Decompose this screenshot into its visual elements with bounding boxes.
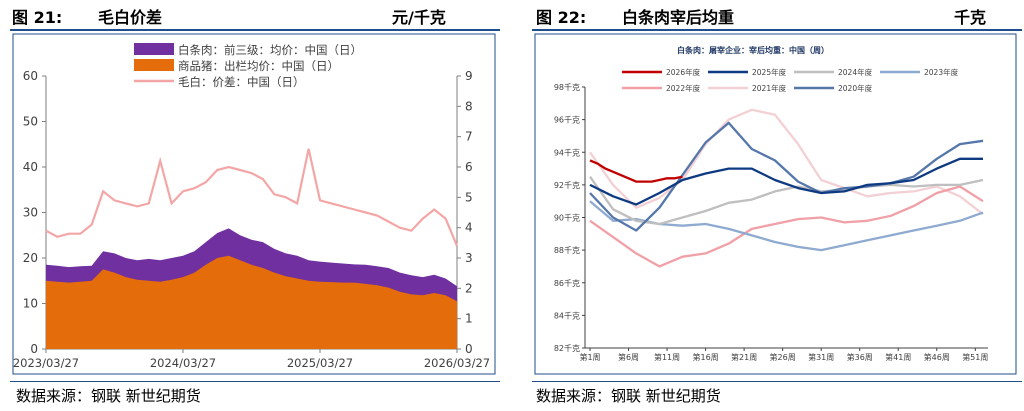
chart-subtitle: 白条肉：屠宰企业：宰后均重：中国（周） — [677, 45, 829, 55]
legend-label: 2023年度 — [924, 67, 959, 77]
y-tick-label: 94千克 — [554, 147, 580, 157]
y-tick-label-left: 50 — [23, 115, 38, 129]
chart-unit: 元/千克 — [392, 8, 446, 27]
figure-number: 图 22: — [536, 8, 587, 27]
legend-label: 2022年度 — [666, 83, 701, 93]
left-panel: 图 21: 毛白价差 元/千克 0 10 20 30 40 50 60 0 1 2 3 4 5 6 7 8 9 2… — [0, 0, 503, 411]
series-line-2023年度 — [589, 200, 984, 252]
chart-frame — [534, 33, 1017, 375]
chart-unit: 千克 — [954, 8, 987, 27]
series-line-2025年度 — [589, 157, 983, 206]
header-rule — [10, 29, 500, 31]
series-line-2021年度 — [589, 108, 984, 216]
series-line-2024年度 — [589, 176, 984, 226]
right-panel: 图 22: 白条肉宰后均重 千克 白条肉：屠宰企业：宰后均重：中国（周） 82千克… — [522, 0, 1024, 411]
x-tick-label: 第1周 — [579, 352, 600, 362]
y-tick-label-left: 60 — [23, 69, 38, 83]
x-tick-label: 2024/03/27 — [150, 356, 216, 370]
y-tick-label: 84千克 — [554, 310, 580, 320]
legend-label: 2021年度 — [752, 83, 787, 93]
legend-label: 白条肉：前三级：均价：中国（日） — [178, 43, 362, 57]
x-tick-label: 第46周 — [924, 352, 950, 362]
figure-number: 图 21: — [12, 8, 63, 27]
y-tick-label-left: 30 — [23, 206, 38, 220]
y-tick-label: 86千克 — [554, 278, 580, 288]
x-tick-label: 2025/03/27 — [287, 356, 353, 370]
legend-label: 毛白：价差：中国（日） — [178, 75, 305, 89]
y-tick-label: 88千克 — [554, 245, 580, 255]
y-tick-label: 98千克 — [554, 82, 580, 92]
x-tick-label: 第51周 — [962, 352, 988, 362]
x-tick-label: 第26周 — [770, 352, 796, 362]
legend-label: 2020年度 — [838, 83, 873, 93]
legend-swatch — [134, 59, 174, 71]
legend-label: 2024年度 — [838, 67, 873, 77]
weight-chart: 白条肉：屠宰企业：宰后均重：中国（周） 82千克 84千克 86千克 88千克 90千克 9… — [534, 33, 1017, 375]
x-tick-label: 2026/03/27 — [424, 356, 490, 370]
y-tick-label: 96千克 — [554, 115, 580, 125]
series-line-2022年度 — [589, 185, 984, 268]
y-tick-label-right: 3 — [465, 251, 473, 265]
y-tick-label-left: 20 — [23, 251, 38, 265]
x-tick-label: 2023/03/27 — [13, 356, 79, 370]
footer-rule — [10, 381, 500, 382]
x-tick-label: 第16周 — [692, 352, 718, 362]
chart-frame — [12, 33, 496, 375]
footer-rule — [532, 381, 1022, 382]
y-tick-label: 82千克 — [554, 343, 580, 353]
chart-title: 毛白价差 — [98, 8, 163, 27]
y-tick-label-right: 1 — [465, 312, 473, 326]
chart-title: 白条肉宰后均重 — [622, 8, 735, 27]
data-source: 数据来源：钢联 新世纪期货 — [536, 387, 721, 405]
y-tick-label: 92千克 — [554, 180, 580, 190]
legend-label: 2025年度 — [752, 67, 787, 77]
y-tick-label-right: 0 — [465, 342, 473, 356]
x-tick-label: 第31周 — [808, 352, 834, 362]
y-tick-label-right: 5 — [465, 190, 473, 204]
y-tick-label-right: 4 — [465, 221, 473, 235]
y-tick-label-right: 2 — [465, 281, 473, 295]
y-tick-label-left: 40 — [23, 160, 38, 174]
spread-chart: 0 10 20 30 40 50 60 0 1 2 3 4 5 6 7 8 9 2023/03/27 2024/03… — [12, 33, 496, 375]
series-line-2026年度 — [589, 159, 683, 183]
hog-price-area — [46, 255, 457, 349]
y-tick-label: 90千克 — [554, 213, 580, 223]
legend-label: 2026年度 — [666, 67, 701, 77]
y-tick-label-right: 8 — [465, 99, 473, 113]
x-tick-label: 第21周 — [731, 352, 757, 362]
series-line-2020年度 — [589, 121, 984, 232]
x-tick-label: 第41周 — [885, 352, 911, 362]
legend-label: 商品猪：出栏均价：中国（日） — [178, 59, 339, 73]
x-tick-label: 第36周 — [847, 352, 873, 362]
x-tick-label: 第11周 — [654, 352, 680, 362]
y-tick-label-left: 0 — [30, 342, 38, 356]
header-rule — [532, 29, 1022, 31]
x-tick-label: 第6周 — [618, 352, 639, 362]
data-source: 数据来源：钢联 新世纪期货 — [16, 387, 201, 405]
y-tick-label-right: 6 — [465, 160, 473, 174]
y-tick-label-left: 10 — [23, 297, 38, 311]
spread-line — [45, 148, 459, 247]
legend-swatch — [134, 43, 174, 55]
y-tick-label-right: 9 — [465, 69, 473, 83]
y-tick-label-right: 7 — [465, 130, 473, 144]
